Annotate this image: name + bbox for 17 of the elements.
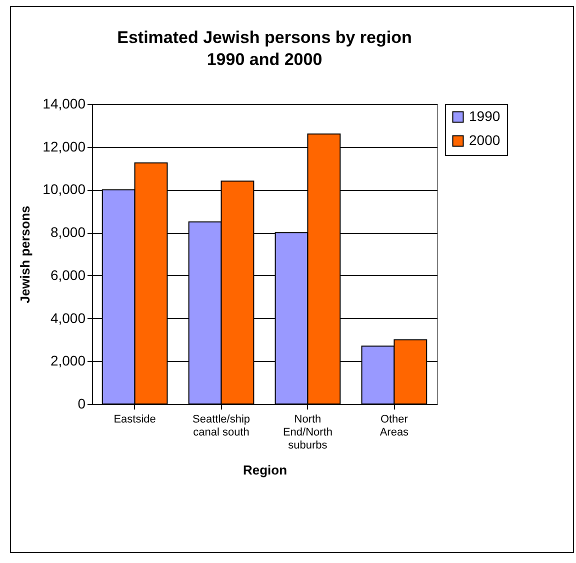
y-tick-label: 0 <box>78 396 86 412</box>
y-tick-label: 6,000 <box>50 266 86 283</box>
y-tick-label: 10,000 <box>42 181 86 198</box>
y-tick-label: 14,000 <box>42 96 86 112</box>
legend-label: 2000 <box>469 132 500 148</box>
y-tick-label: 2,000 <box>50 352 86 369</box>
legend-label: 1990 <box>469 108 500 124</box>
y-tick-label: 12,000 <box>42 138 86 154</box>
y-tick-label: 4,000 <box>50 310 86 326</box>
x-axis-title: Region <box>242 462 288 478</box>
x-tick-label: Eastside <box>114 414 156 426</box>
chart-title: Estimated Jewish persons by region 1990 and 2000 <box>117 28 412 69</box>
x-tick-label: Other Areas <box>380 414 410 438</box>
x-tick-label: Seattle/ship canal south <box>192 414 250 438</box>
y-tick-label: 8,000 <box>50 224 86 240</box>
y-axis-title: Jewish persons <box>18 206 33 304</box>
x-tick-label: North End/North suburbs <box>282 414 332 452</box>
